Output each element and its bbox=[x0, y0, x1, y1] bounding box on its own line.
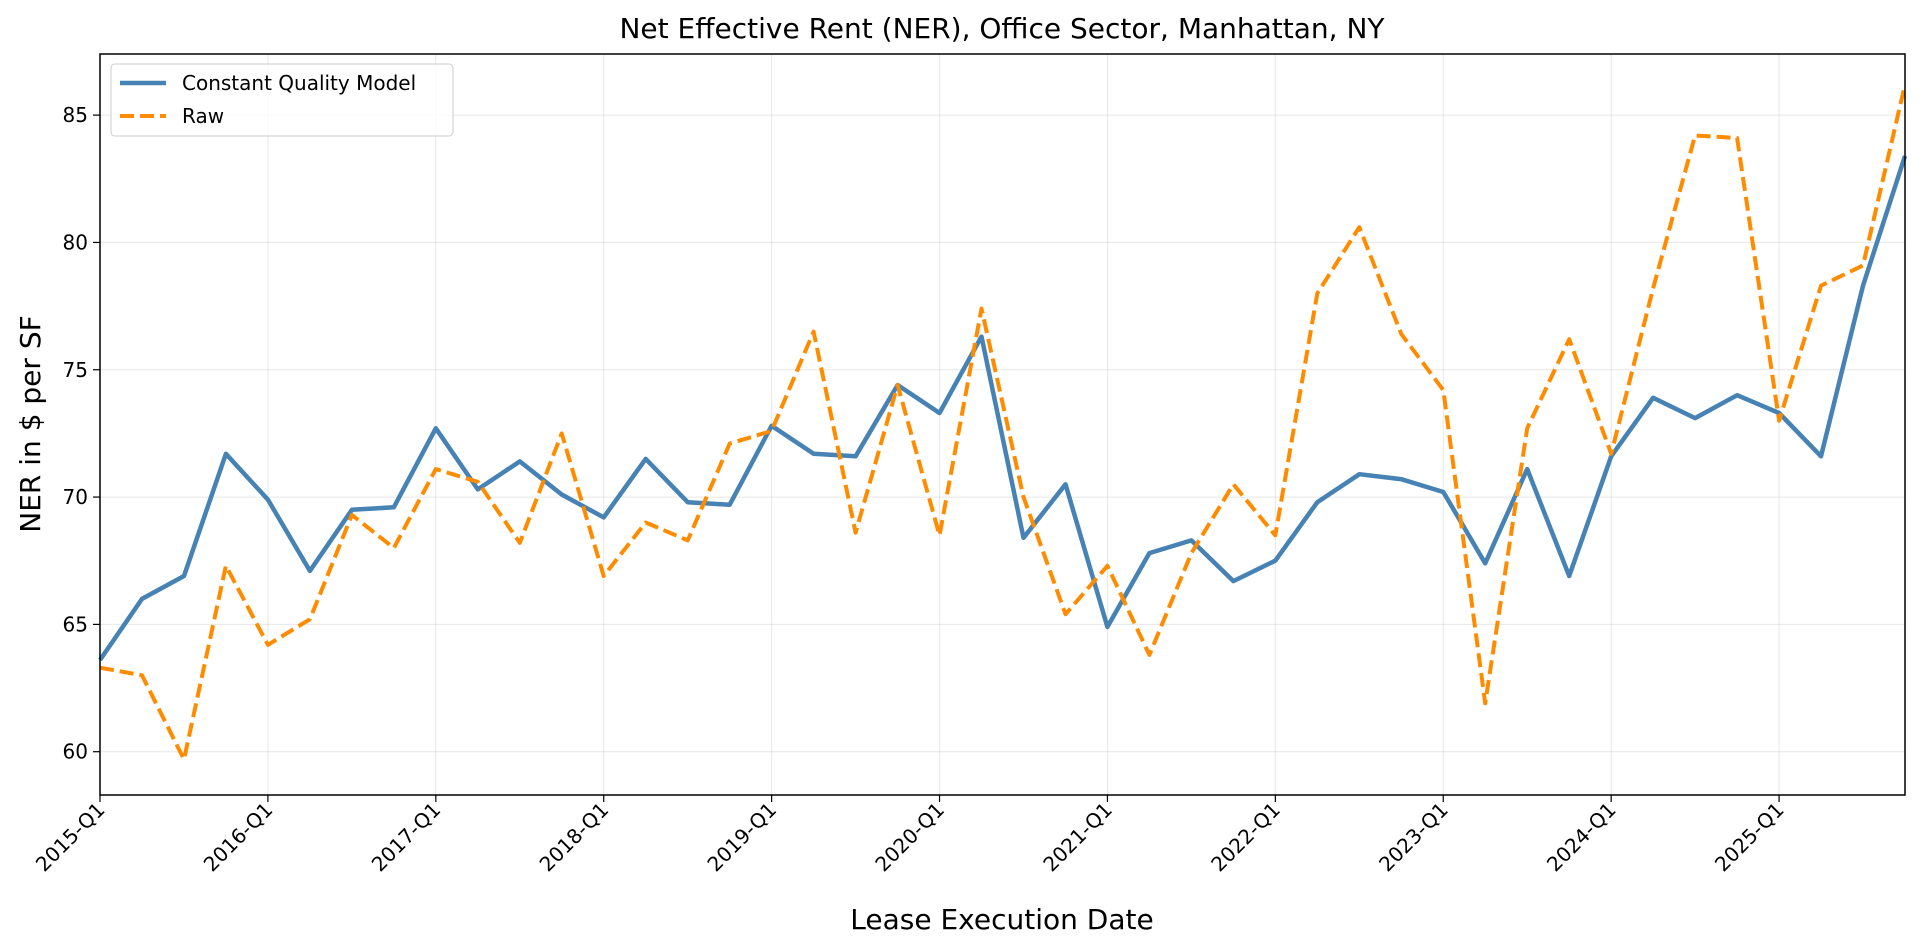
y-tick-label: 70 bbox=[63, 485, 88, 509]
y-tick-label: 85 bbox=[63, 103, 88, 127]
legend-box bbox=[110, 63, 454, 137]
chart-title: Net Effective Rent (NER), Office Sector,… bbox=[619, 12, 1385, 45]
series-line-raw bbox=[99, 84, 1907, 762]
series-layer bbox=[98, 84, 1908, 762]
x-tick-label: 2018-Q1 bbox=[535, 798, 614, 877]
y-axis-label: NER in $ per SF bbox=[14, 315, 47, 532]
x-tick-label: 2024-Q1 bbox=[1542, 798, 1621, 877]
x-tick-label: 2023-Q1 bbox=[1374, 798, 1453, 877]
x-tick-label: 2022-Q1 bbox=[1206, 798, 1285, 877]
legend: Constant Quality Model Raw bbox=[110, 63, 454, 137]
x-tick-label: 2017-Q1 bbox=[367, 798, 446, 877]
legend-label-constant-quality: Constant Quality Model bbox=[182, 71, 416, 95]
axis-ticks: 60 65 70 75 80 85 2015-Q1 2016-Q1 2017-Q1 2018-Q1… bbox=[31, 103, 1789, 876]
y-tick-label: 65 bbox=[63, 612, 88, 636]
series-line-constant-quality bbox=[98, 155, 1908, 662]
x-tick-label: 2025-Q1 bbox=[1710, 798, 1789, 877]
x-axis-label: Lease Execution Date bbox=[850, 903, 1153, 936]
x-tick-label: 2016-Q1 bbox=[199, 798, 278, 877]
x-tick-label: 2015-Q1 bbox=[31, 798, 110, 877]
x-tick-label: 2021-Q1 bbox=[1038, 798, 1117, 877]
x-tick-label: 2019-Q1 bbox=[702, 798, 781, 877]
x-tick-label: 2020-Q1 bbox=[870, 798, 949, 877]
plot-frame bbox=[99, 53, 1906, 796]
y-tick-label: 75 bbox=[63, 358, 88, 382]
y-tick-label: 80 bbox=[63, 230, 88, 254]
legend-label-raw: Raw bbox=[182, 104, 224, 128]
y-tick-label: 60 bbox=[63, 740, 88, 764]
